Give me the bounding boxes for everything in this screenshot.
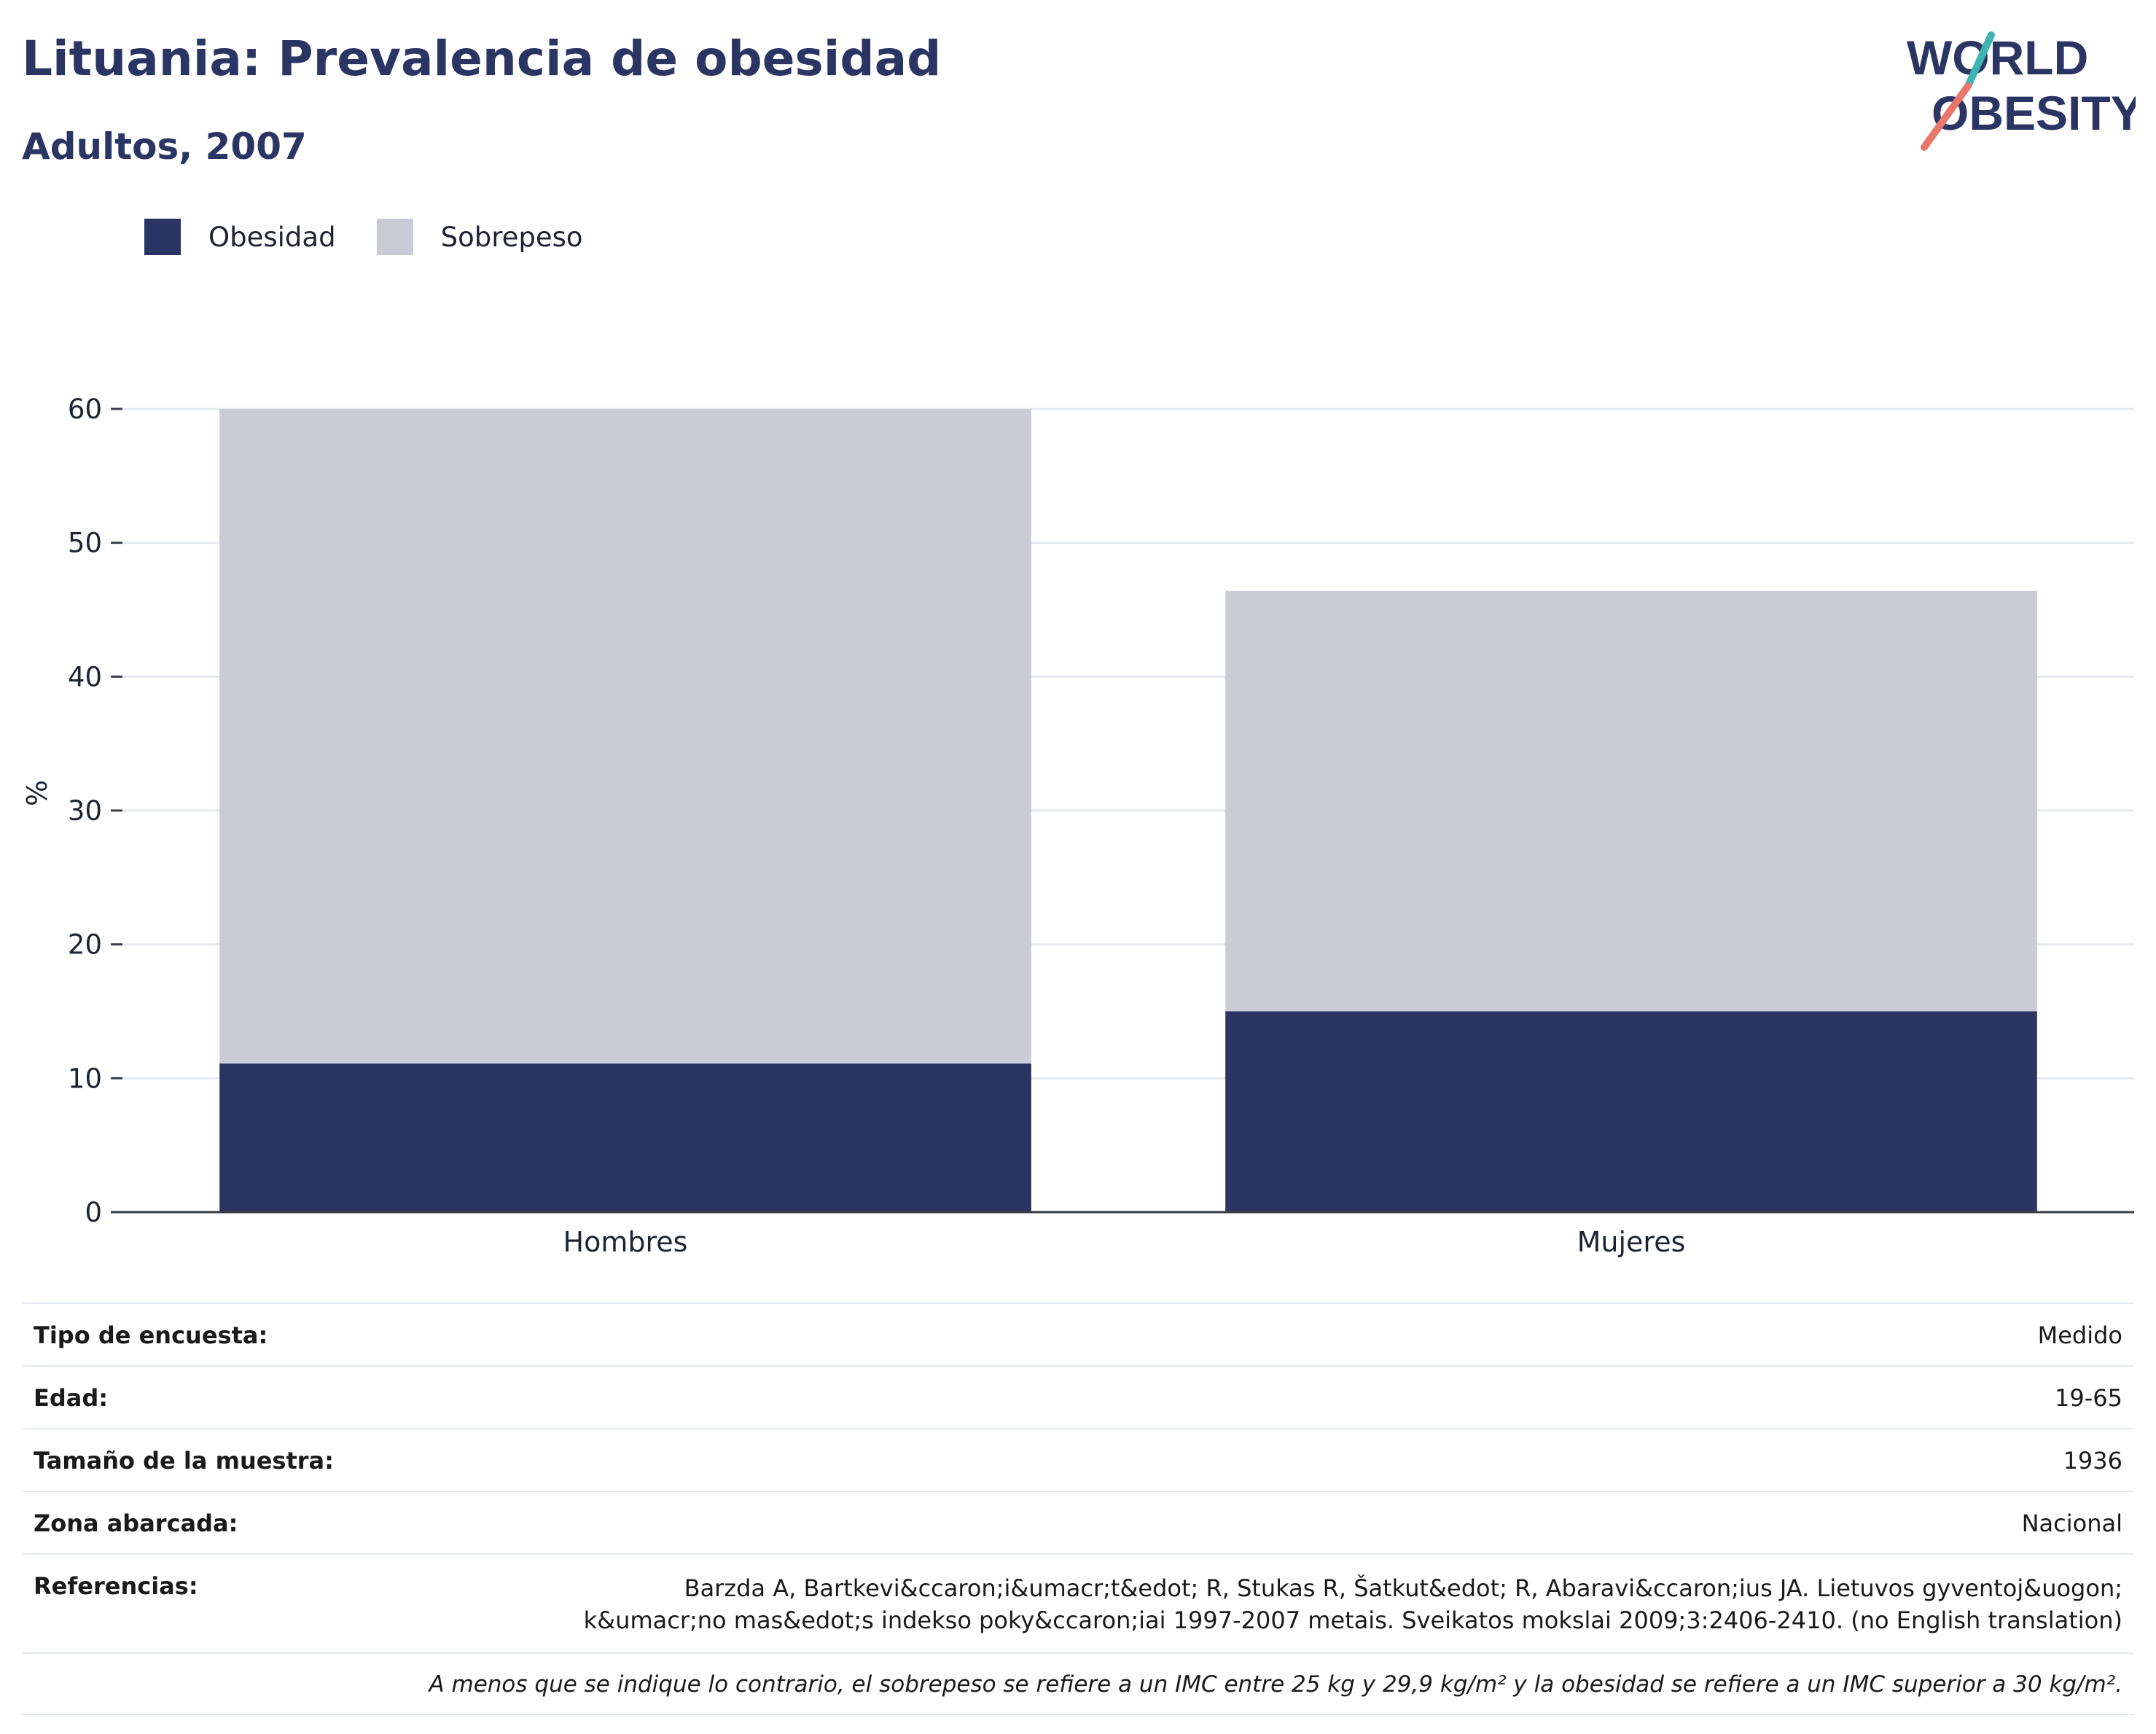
logo-slash-coral xyxy=(1921,82,1972,151)
legend-swatch-sobrepeso xyxy=(376,219,413,255)
legend-swatch-obesidad xyxy=(144,219,181,255)
y-tick-label: 30 xyxy=(68,795,102,827)
info-row-references: Referencias: Barzda A, Bartkevi&ccaron;i… xyxy=(22,1553,2134,1652)
x-tick-label: Hombres xyxy=(563,1226,688,1258)
bar-obesidad-mujeres xyxy=(1225,1011,2037,1212)
y-axis-label: % xyxy=(21,780,53,806)
bar-sobrepeso-mujeres xyxy=(1225,590,2037,1012)
bar-obesidad-hombres xyxy=(219,1063,1031,1212)
info-row-sample-size: Tamaño de la muestra: 1936 xyxy=(22,1428,2134,1491)
info-value: 19-65 xyxy=(2055,1384,2122,1412)
y-tick-label: 10 xyxy=(68,1063,102,1094)
bars xyxy=(219,409,2037,1212)
logo-word-world: WORLD xyxy=(1907,31,2088,85)
info-value: Medido xyxy=(2037,1321,2122,1349)
legend-item-obesidad[interactable]: Obesidad xyxy=(144,219,336,255)
chart-legend: Obesidad Sobrepeso xyxy=(144,215,624,259)
info-label: Tipo de encuesta: xyxy=(34,1321,268,1349)
info-label: Zona abarcada: xyxy=(34,1510,238,1537)
legend-item-sobrepeso[interactable]: Sobrepeso xyxy=(376,219,583,255)
chart-title: Lituania: Prevalencia de obesidad xyxy=(22,31,942,87)
y-tick-label: 40 xyxy=(68,661,102,692)
references-text: Barzda A, Bartkevi&ccaron;i&umacr;t&edot… xyxy=(583,1574,2122,1634)
info-value: Nacional xyxy=(2021,1510,2122,1537)
info-row-note: A menos que se indique lo contrario, el … xyxy=(22,1652,2134,1715)
legend-label-obesidad: Obesidad xyxy=(208,221,336,253)
info-value: 1936 xyxy=(2063,1447,2122,1475)
y-tick-label: 60 xyxy=(68,394,102,425)
info-row-coverage: Zona abarcada: Nacional xyxy=(22,1491,2134,1553)
axes: 0 10 20 30 40 50 60 Hombres Mujeres xyxy=(68,394,2134,1258)
info-label: Edad: xyxy=(34,1384,109,1412)
definition-note: A menos que se indique lo contrario, el … xyxy=(429,1671,2122,1698)
info-label: Tamaño de la muestra: xyxy=(34,1447,334,1475)
y-tick-label: 20 xyxy=(68,929,102,961)
chart-subtitle: Adultos, 2007 xyxy=(22,125,307,168)
y-tick-label: 0 xyxy=(85,1197,102,1228)
info-row-age: Edad: 19-65 xyxy=(22,1365,2134,1428)
info-label: Referencias: xyxy=(34,1572,198,1600)
legend-label-sobrepeso: Sobrepeso xyxy=(440,221,583,253)
world-obesity-logo: WORLD OBESITY xyxy=(1907,31,2136,151)
survey-info-table: Tipo de encuesta: Medido Edad: 19-65 Tam… xyxy=(22,1303,2134,1715)
x-tick-label: Mujeres xyxy=(1577,1226,1686,1258)
stacked-bar-chart: 0 10 20 30 40 50 60 Hombres Mujeres % xyxy=(21,394,2134,1258)
logo-slash-teal xyxy=(1964,31,1995,90)
info-row-survey-type: Tipo de encuesta: Medido xyxy=(22,1303,2134,1365)
y-tick-label: 50 xyxy=(68,528,102,559)
bar-sobrepeso-hombres xyxy=(219,409,1031,1064)
